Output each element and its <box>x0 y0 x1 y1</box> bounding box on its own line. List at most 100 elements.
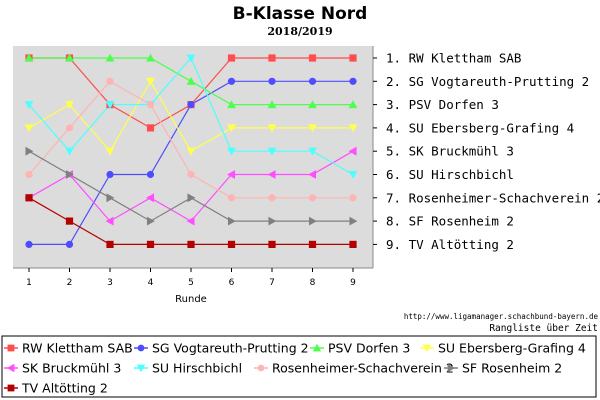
data-point <box>268 240 276 248</box>
legend-label: RW Klettham SAB <box>22 341 133 356</box>
data-point <box>105 101 115 109</box>
legend-item: Rosenheimer-Schachverein 2 <box>254 361 454 376</box>
rank-label: 5. SK Bruckmühl 3 <box>386 144 514 159</box>
data-point <box>308 240 317 248</box>
x-tick-label: 5 <box>188 278 194 288</box>
legend-item: SK Bruckmühl 3 <box>4 361 121 376</box>
source-note: Rangliste über Zeit <box>489 323 598 334</box>
data-point <box>349 77 357 85</box>
data-point <box>227 194 236 202</box>
plot-background <box>13 46 373 268</box>
data-point <box>308 100 317 109</box>
legend-marker <box>257 364 265 372</box>
data-point <box>268 77 276 85</box>
rank-label: 3. PSV Dorfen 3 <box>386 97 499 112</box>
legend-item: PSV Dorfen 3 <box>310 341 410 356</box>
rank-label: 8. SF Rosenheim 2 <box>386 214 514 229</box>
data-point <box>65 217 74 225</box>
data-point <box>146 124 155 132</box>
data-point <box>146 240 155 248</box>
legend-marker <box>422 344 432 353</box>
data-point <box>227 216 236 226</box>
series-markers <box>24 53 358 248</box>
data-point <box>187 101 195 109</box>
data-point <box>146 216 155 226</box>
data-point <box>146 193 155 203</box>
data-point <box>308 124 317 133</box>
rank-label: 1. RW Klettham SAB <box>386 51 521 66</box>
data-point <box>349 194 357 202</box>
data-point <box>349 240 357 248</box>
data-point <box>105 216 114 226</box>
data-point <box>227 170 236 179</box>
x-tick-label: 6 <box>229 278 235 288</box>
data-point <box>268 54 276 62</box>
rank-label: 6. SU Hirschbichl <box>386 167 514 182</box>
data-point <box>349 54 357 62</box>
x-tick-label: 3 <box>107 278 113 288</box>
x-tick-label: 1 <box>26 278 32 288</box>
legend-label: SU Ebersberg-Grafing 4 <box>438 341 586 356</box>
data-point <box>268 216 277 226</box>
legend-label: Rosenheimer-Schachverein 2 <box>272 361 454 376</box>
data-point <box>24 53 34 62</box>
data-point <box>186 54 196 63</box>
legend-label: SF Rosenheim 2 <box>462 361 562 376</box>
data-point <box>105 53 115 62</box>
legend-marker <box>447 363 456 373</box>
data-point <box>308 147 317 156</box>
rank-label: 9. TV Altötting 2 <box>386 237 514 252</box>
data-point <box>65 53 74 62</box>
data-point <box>227 77 236 85</box>
rank-labels: 1. RW Klettham SAB 2. SG Vogtareuth-Prutt… <box>373 51 600 252</box>
legend: RW Klettham SAB SG Vogtareuth-Prutting 2 P… <box>4 341 586 396</box>
legend-label: SG Vogtareuth-Prutting 2 <box>152 341 309 356</box>
data-point <box>348 170 358 179</box>
legend-label: PSV Dorfen 3 <box>328 341 410 356</box>
legend-item: SF Rosenheim 2 <box>444 361 562 376</box>
data-point <box>348 124 358 133</box>
data-point <box>106 77 114 85</box>
data-point <box>65 147 74 156</box>
x-axis: 1 2 3 4 5 6 7 8 9 <box>26 268 356 288</box>
data-point <box>186 147 196 156</box>
legend-label: SK Bruckmühl 3 <box>22 361 121 376</box>
data-point <box>106 170 114 179</box>
data-point <box>65 101 74 109</box>
data-point <box>308 77 317 85</box>
data-point <box>267 124 277 133</box>
x-tick-label: 9 <box>350 278 356 288</box>
data-point <box>65 240 74 248</box>
legend-label: SU Hirschbichl <box>152 361 242 376</box>
rank-label: 4. SU Ebersberg-Grafing 4 <box>386 120 574 135</box>
data-point <box>227 100 236 109</box>
legend-item: RW Klettham SAB <box>4 341 133 356</box>
legend-marker <box>7 344 15 352</box>
data-point <box>24 124 34 133</box>
data-point <box>186 76 196 85</box>
legend-marker <box>7 384 15 392</box>
legend-box <box>1 335 597 398</box>
source-url: http://www.ligamanager.schachbund-bayern… <box>404 312 599 321</box>
rank-label: 7. Rosenheimer-Schachverein 2 <box>386 190 600 205</box>
chart-subtitle: 2018/2019 <box>267 25 332 38</box>
data-point <box>146 53 155 62</box>
data-point <box>25 146 34 156</box>
data-point <box>25 240 33 248</box>
legend-marker <box>312 343 322 352</box>
data-point <box>65 170 74 179</box>
data-point <box>187 170 195 179</box>
legend-item: SG Vogtareuth-Prutting 2 <box>134 341 309 356</box>
legend-marker <box>136 364 146 373</box>
legend-item: TV Altötting 2 <box>4 381 108 396</box>
data-point <box>106 193 115 203</box>
data-point <box>227 147 236 156</box>
data-point <box>65 124 74 132</box>
data-point <box>24 101 34 109</box>
data-point <box>25 194 33 202</box>
data-point <box>25 170 33 179</box>
data-point <box>146 170 155 179</box>
data-point <box>186 216 195 226</box>
data-point <box>187 193 196 203</box>
x-tick-label: 8 <box>310 278 316 288</box>
